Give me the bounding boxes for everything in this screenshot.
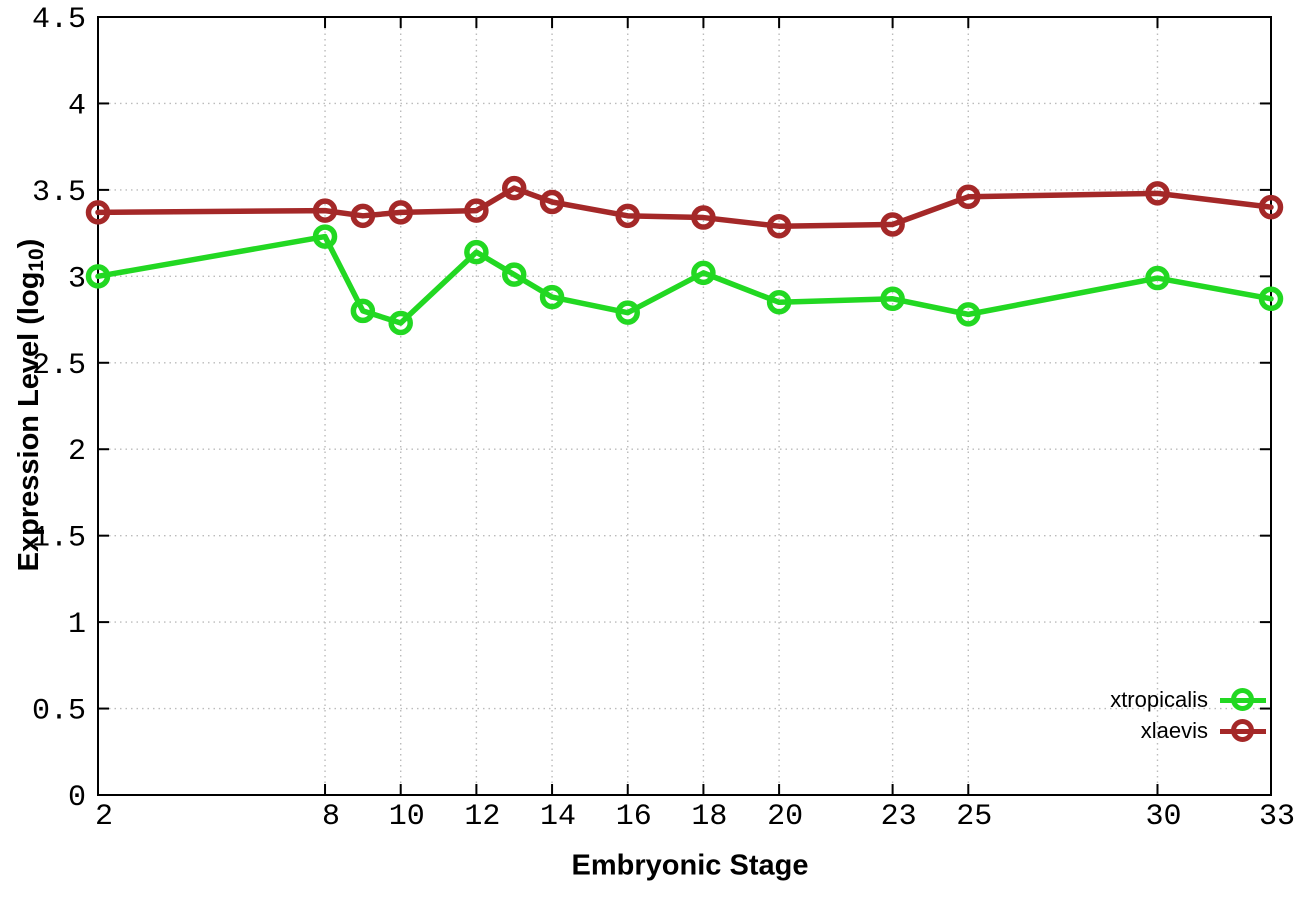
x-tick-label: 14 <box>540 800 576 834</box>
series-marker-icon <box>1220 718 1266 744</box>
x-tick-label: 33 <box>1259 800 1295 834</box>
y-tick-label: 4.5 <box>32 3 86 37</box>
y-axis-title-suffix: ) <box>12 238 45 249</box>
y-tick-label: 1 <box>68 608 86 642</box>
data-point-xlaevis <box>388 200 413 225</box>
x-tick-label: 25 <box>956 800 992 834</box>
data-point-xtropicalis <box>539 284 565 310</box>
y-tick-label: 2.5 <box>32 349 86 383</box>
data-point-xtropicalis <box>766 290 792 315</box>
x-tick-label: 12 <box>464 800 500 834</box>
plot-border <box>97 16 1272 796</box>
data-point-xlaevis <box>1258 194 1284 220</box>
data-point-xtropicalis <box>691 260 716 286</box>
data-point-xtropicalis <box>501 262 527 287</box>
y-tick-label: 0 <box>68 781 86 815</box>
data-point-xtropicalis <box>312 224 338 249</box>
data-point-xtropicalis <box>615 300 640 325</box>
data-point-xlaevis <box>766 213 792 239</box>
data-point-xtropicalis <box>1258 286 1284 312</box>
legend-label-xtropicalis: xtropicalis <box>1110 687 1208 712</box>
series-marker-icon <box>1220 687 1266 713</box>
x-tick-label: 20 <box>767 800 803 834</box>
legend-point-sample <box>1231 688 1254 711</box>
data-point-xtropicalis <box>85 264 111 289</box>
y-axis-title: Expression Level (log10) <box>13 239 49 572</box>
y-tick-label: 3.5 <box>32 176 86 210</box>
x-tick-label: 2 <box>95 800 113 834</box>
data-point-xlaevis <box>615 203 640 229</box>
data-point-xtropicalis <box>388 310 413 336</box>
y-axis-title-subscript: 10 <box>25 248 49 272</box>
data-point-xlaevis <box>956 184 981 210</box>
data-point-xtropicalis <box>464 239 489 265</box>
legend-label-xlaevis: xlaevis <box>1140 718 1208 743</box>
data-point-xlaevis <box>691 205 716 230</box>
data-point-xlaevis <box>85 200 111 225</box>
x-tick-label: 23 <box>881 800 917 834</box>
data-point-xtropicalis <box>1145 265 1170 291</box>
legend-item-xtropicalis: xtropicalis <box>1110 687 1266 713</box>
x-tick-label: 10 <box>389 800 425 834</box>
data-point-xtropicalis <box>350 298 376 324</box>
y-tick-label: 1.5 <box>32 522 86 556</box>
legend-point-sample <box>1231 719 1254 742</box>
data-point-xlaevis <box>501 175 527 201</box>
legend-item-xlaevis: xlaevis <box>1141 718 1266 744</box>
y-tick-label: 3 <box>68 262 86 296</box>
series-line-xlaevis <box>95 185 1274 229</box>
legend: xtropicalis xlaevis <box>1110 687 1266 744</box>
data-point-xtropicalis <box>956 302 981 327</box>
data-point-xlaevis <box>312 198 338 223</box>
data-point-xlaevis <box>1145 181 1170 206</box>
x-tick-label: 18 <box>691 800 727 834</box>
x-tick-label: 16 <box>616 800 652 834</box>
y-tick-label: 0.5 <box>32 695 86 729</box>
data-point-xlaevis <box>350 203 376 229</box>
y-axis-title-text: Expression Level (log <box>12 271 45 572</box>
y-tick-label: 2 <box>68 435 86 469</box>
data-point-xtropicalis <box>880 286 905 312</box>
data-point-xlaevis <box>539 189 565 215</box>
series-line-xtropicalis <box>95 233 1274 326</box>
x-axis-title: Embryonic Stage <box>571 849 809 882</box>
x-tick-label: 8 <box>322 800 340 834</box>
data-point-xlaevis <box>880 212 905 237</box>
data-point-xlaevis <box>464 198 489 223</box>
x-tick-label: 30 <box>1145 800 1181 834</box>
y-tick-label: 4 <box>68 89 86 123</box>
